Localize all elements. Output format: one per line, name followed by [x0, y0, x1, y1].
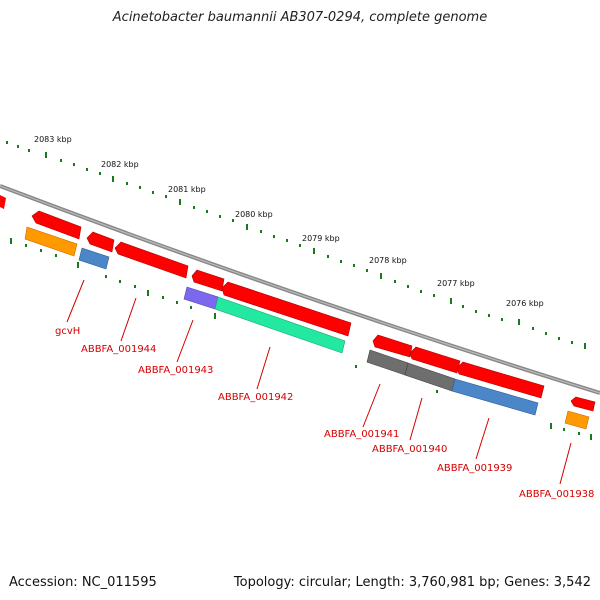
purple-feature[interactable]	[183, 286, 219, 310]
gene-label-ABBFA-001939[interactable]: ABBFA_001939	[437, 463, 512, 474]
scale-label-2077: 2077 kbp	[437, 279, 475, 288]
orange-feature[interactable]	[564, 410, 590, 430]
cds-feature[interactable]	[0, 195, 6, 209]
gene-label-ABBFA-001938[interactable]: ABBFA_001938	[519, 489, 594, 500]
cds-feature[interactable]	[114, 241, 189, 279]
blue-feature[interactable]	[78, 247, 110, 270]
scale-label-2079: 2079 kbp	[302, 234, 340, 243]
scale-label-2078: 2078 kbp	[369, 256, 407, 265]
cds-feature[interactable]	[221, 281, 352, 337]
cds-feature[interactable]	[409, 346, 461, 374]
gene-label-ABBFA-001941[interactable]: ABBFA_001941	[324, 429, 399, 440]
blue-feature[interactable]	[451, 378, 539, 416]
cds-feature[interactable]	[191, 269, 225, 292]
scale-label-2083: 2083 kbp	[34, 135, 72, 144]
outer-scale-ruler	[6, 141, 586, 349]
label-leaders	[66, 279, 572, 485]
page-title: Acinetobacter baumannii AB307-0294, comp…	[112, 10, 488, 25]
gene-label-ABBFA-001944[interactable]: ABBFA_001944	[81, 344, 156, 355]
cds-feature[interactable]	[86, 231, 115, 253]
orange-feature[interactable]	[24, 226, 78, 257]
gene-label-gcvH[interactable]: gcvH	[55, 326, 80, 337]
scale-label-2081: 2081 kbp	[168, 185, 206, 194]
inner-scale-ruler	[10, 238, 592, 440]
genome-summary-text: Topology: circular; Length: 3,760,981 bp…	[233, 575, 591, 590]
accession-text: Accession: NC_011595	[9, 575, 157, 590]
gene-label-ABBFA-001943[interactable]: ABBFA_001943	[138, 365, 213, 376]
teal-feature[interactable]	[214, 296, 346, 354]
scale-label-2080: 2080 kbp	[235, 210, 273, 219]
genome-backbone	[0, 184, 600, 395]
gene-features	[0, 195, 596, 430]
cds-feature[interactable]	[570, 396, 596, 412]
scale-label-2082: 2082 kbp	[101, 160, 139, 169]
cds-feature[interactable]	[31, 210, 82, 240]
scale-label-2076: 2076 kbp	[506, 299, 544, 308]
gene-label-ABBFA-001942[interactable]: ABBFA_001942	[218, 392, 293, 403]
cds-feature[interactable]	[456, 361, 545, 399]
cds-feature[interactable]	[372, 334, 413, 358]
gene-label-ABBFA-001940[interactable]: ABBFA_001940	[372, 444, 447, 455]
